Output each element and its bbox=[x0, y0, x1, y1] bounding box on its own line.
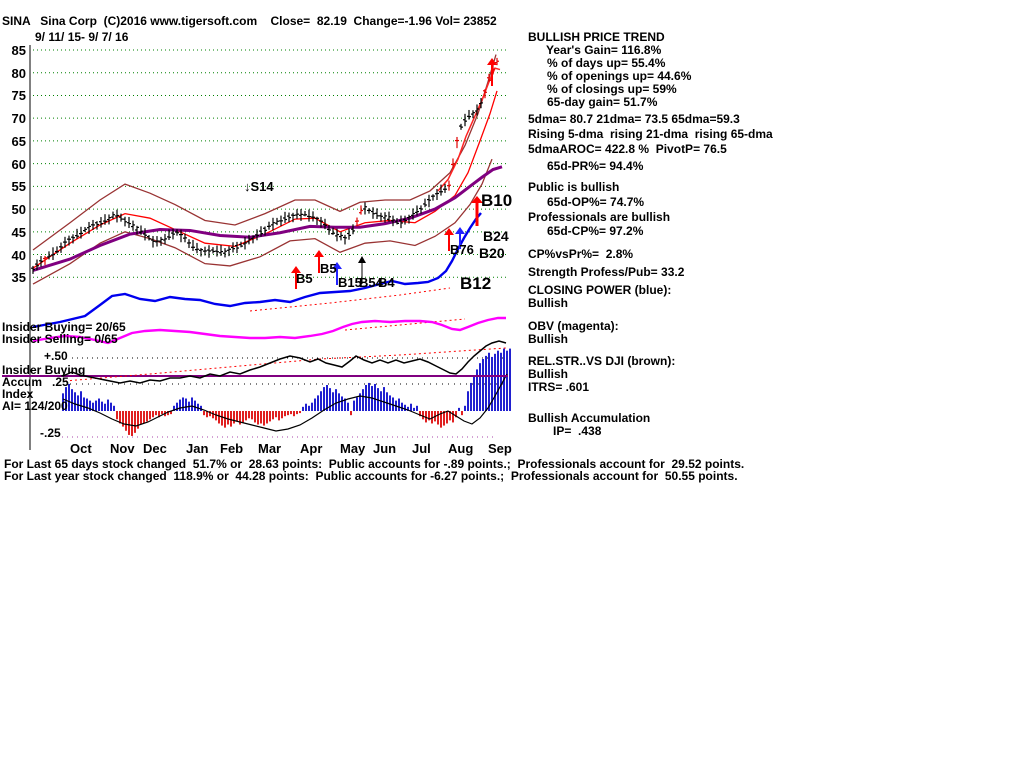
chart-label: Accum bbox=[2, 375, 43, 389]
date-range: 9/ 11/ 15- 9/ 7/ 16 bbox=[35, 30, 129, 44]
signal-arrow bbox=[358, 256, 366, 284]
y-axis-price: 45 bbox=[11, 224, 26, 240]
stat-line: BULLISH PRICE TREND bbox=[528, 30, 665, 44]
stat-line: OBV (magenta): bbox=[528, 319, 619, 333]
y-axis-price: 85 bbox=[11, 43, 26, 58]
signal-arrow bbox=[332, 262, 342, 285]
stat-line: CP%vsPr%= 2.8% bbox=[528, 247, 634, 261]
stat-line: 5dma= 80.7 21dma= 73.5 65dma=59.3 bbox=[528, 112, 740, 126]
x-axis-month: Aug bbox=[448, 441, 474, 456]
stat-line: Professionals are bullish bbox=[528, 210, 671, 224]
x-axis-month: Sep bbox=[488, 441, 512, 456]
y-axis-price: 65 bbox=[11, 133, 26, 149]
stat-line: Year's Gain= 116.8% bbox=[546, 43, 662, 57]
x-axis-month: Dec bbox=[143, 441, 167, 456]
stat-line: IP= .438 bbox=[553, 424, 602, 438]
chart-label: Insider Selling= 0/65 bbox=[2, 332, 118, 346]
y-axis-price: 70 bbox=[11, 111, 26, 127]
y-axis-price: 40 bbox=[11, 247, 26, 263]
signal-label: B5 bbox=[296, 271, 313, 286]
signal-arrow bbox=[291, 266, 301, 289]
y-axis-price: 35 bbox=[11, 270, 26, 286]
stat-line: % of closings up= 59% bbox=[547, 82, 677, 96]
chart-label: +.50 bbox=[44, 349, 68, 363]
x-axis-month: Jan bbox=[186, 441, 209, 456]
stat-line: CLOSING POWER (blue): bbox=[528, 283, 672, 297]
stat-line: 65d-PR%= 94.4% bbox=[547, 159, 644, 173]
chart-label: Index bbox=[2, 387, 34, 401]
signal-arrow bbox=[314, 250, 324, 273]
signal-label: B12 bbox=[460, 274, 492, 293]
signal-label: B54 bbox=[359, 275, 383, 290]
stat-line: Bullish bbox=[528, 367, 569, 381]
signal-label: B10 bbox=[481, 191, 513, 210]
stat-line: 65-day gain= 51.7% bbox=[547, 95, 658, 109]
stat-line: Public is bullish bbox=[528, 180, 620, 194]
chart-label: -.25 bbox=[40, 426, 61, 440]
signal-label: ↓S14 bbox=[244, 179, 274, 194]
stat-line: % of days up= 55.4% bbox=[547, 56, 666, 70]
stat-line: 65d-OP%= 74.7% bbox=[547, 195, 645, 209]
stat-line: REL.STR..VS DJI (brown): bbox=[528, 354, 676, 368]
x-axis-month: Jun bbox=[373, 441, 397, 456]
x-axis-month: May bbox=[340, 441, 366, 456]
signal-label: B5 bbox=[320, 261, 337, 276]
chart-label: Insider Buying bbox=[2, 363, 86, 377]
chart-label: Insider Buying= 20/65 bbox=[2, 320, 126, 334]
x-axis-month: Nov bbox=[110, 441, 135, 456]
signal-label: B15 bbox=[338, 275, 362, 290]
stat-line: ITRS= .601 bbox=[528, 380, 590, 394]
signal-label: B4 bbox=[378, 275, 395, 290]
stat-line: Rising 5-dma rising 21-dma rising 65-dma bbox=[528, 127, 773, 141]
stat-line: Strength Profess/Pub= 33.2 bbox=[528, 265, 685, 279]
signal-arrow bbox=[487, 58, 497, 86]
y-axis-price: 55 bbox=[11, 179, 26, 195]
stat-line: % of openings up= 44.6% bbox=[547, 69, 692, 83]
signal-label: B24 bbox=[483, 228, 509, 244]
x-axis-month: Oct bbox=[70, 441, 92, 456]
signal-arrow bbox=[444, 228, 454, 251]
x-axis-month: Mar bbox=[258, 441, 282, 456]
y-axis-price: 75 bbox=[11, 88, 26, 104]
chart-label: .25 bbox=[52, 375, 69, 389]
x-axis-month: Jul bbox=[412, 441, 431, 456]
y-axis-price: 60 bbox=[11, 156, 26, 172]
chart-header: SINA Sina Corp (C)2016 www.tigersoft.com… bbox=[2, 14, 497, 28]
signal-arrow bbox=[471, 196, 483, 226]
signal-label: B20 bbox=[479, 245, 505, 261]
summary-line-65day: For Last 65 days stock changed 51.7% or … bbox=[4, 457, 745, 471]
y-axis-price: 50 bbox=[11, 202, 26, 218]
chart-label: AI= 124/200 bbox=[2, 399, 68, 413]
y-axis-price: 80 bbox=[11, 65, 26, 81]
stat-line: Bullish bbox=[528, 296, 569, 310]
signal-label: B76 bbox=[450, 242, 474, 257]
stat-line: 5dmaAROC= 422.8 % PivotP= 76.5 bbox=[528, 142, 727, 156]
stat-line: 65d-CP%= 97.2% bbox=[547, 224, 644, 238]
x-axis-month: Feb bbox=[220, 441, 244, 456]
stat-line: Bullish bbox=[528, 332, 569, 346]
stat-line: Bullish Accumulation bbox=[528, 411, 651, 425]
summary-line-year: For Last year stock changed 118.9% or 44… bbox=[4, 469, 738, 483]
signal-arrow bbox=[455, 227, 465, 249]
x-axis-month: Apr bbox=[300, 441, 323, 456]
